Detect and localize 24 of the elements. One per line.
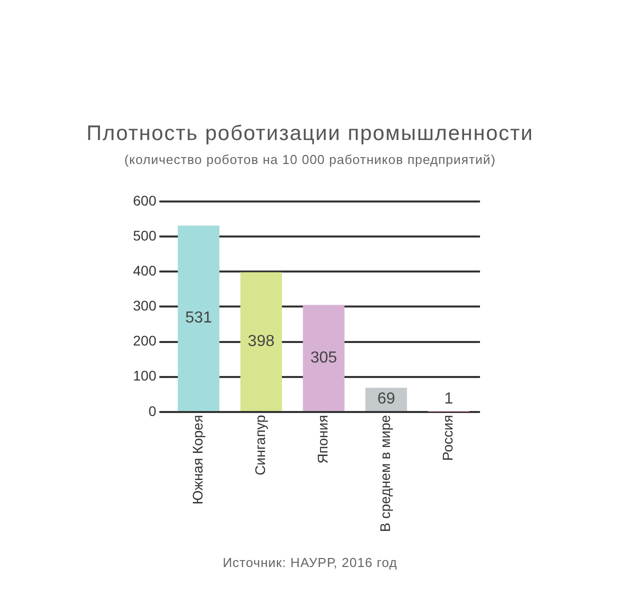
- y-tick-label: 400: [133, 262, 157, 278]
- y-tick-label: 600: [133, 192, 157, 208]
- data-label: 305: [310, 349, 338, 366]
- x-tick-label: Япония: [314, 414, 331, 464]
- data-label: 531: [185, 310, 212, 327]
- y-tick-label: 0: [148, 402, 157, 419]
- y-tick-label: 100: [133, 368, 157, 384]
- bar: [178, 226, 220, 411]
- y-tick-label: 300: [133, 298, 157, 314]
- chart-title: Плотность роботизации промышленности: [86, 122, 534, 146]
- x-tick-label: Южная Корея: [189, 414, 206, 505]
- data-label: 1: [444, 390, 454, 408]
- chart-subtitle: (количество роботов на 10 000 работников предприятий): [123, 152, 497, 167]
- y-tick-label: 200: [133, 332, 157, 349]
- x-tick-label: Сингапур: [252, 414, 268, 476]
- bar: [365, 388, 407, 411]
- data-label: 398: [248, 333, 275, 350]
- text: Источник: НАУРР, 2016 год: [222, 555, 398, 570]
- data-label: 69: [377, 390, 396, 408]
- bar: [240, 272, 282, 411]
- bar: [302, 304, 344, 411]
- x-tick-label: В среднем в мире: [377, 414, 394, 532]
- x-tick-label: Россия: [440, 414, 456, 461]
- y-tick-label: 500: [133, 227, 157, 244]
